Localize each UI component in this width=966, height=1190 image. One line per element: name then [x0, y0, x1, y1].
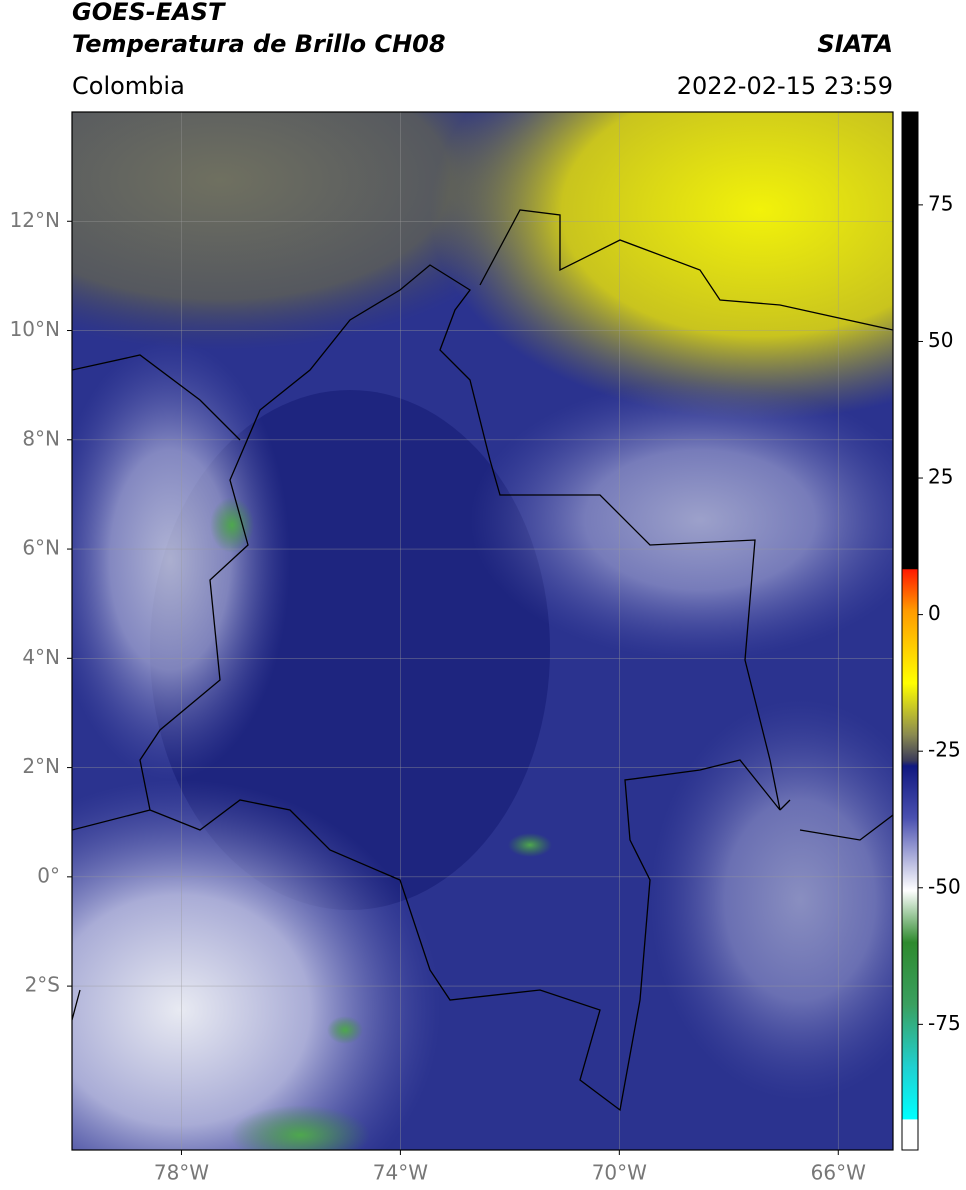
lon-tick-label: 66°W	[811, 1161, 866, 1185]
colorbar	[901, 111, 919, 1151]
source: SIATA	[817, 30, 893, 58]
colorbar-tick-label: -75	[928, 1011, 961, 1035]
lon-tick-label: 70°W	[592, 1161, 647, 1185]
colorbar-tick-label: -50	[928, 874, 961, 898]
colombia-border	[139, 264, 781, 1112]
coastline	[72, 354, 241, 441]
lat-tick-label: 12°N	[10, 208, 60, 232]
coastline	[72, 799, 893, 1021]
lat-tick-label: 0°	[37, 863, 60, 887]
subtitle: Temperatura de Brillo CH08	[72, 30, 446, 58]
colorbar-tick-label: 50	[928, 328, 953, 352]
datetime: 2022-02-15 23:59	[677, 72, 893, 100]
lat-tick-label: 2°S	[25, 973, 60, 997]
lon-tick-label: 74°W	[373, 1161, 428, 1185]
lat-tick-label: 2°N	[22, 754, 60, 778]
title: GOES-EAST	[72, 0, 226, 26]
colorbar-tick-label: -25	[928, 738, 961, 762]
lat-tick-label: 4°N	[22, 645, 60, 669]
colorbar-tick-label: 25	[928, 465, 953, 489]
lat-tick-label: 8°N	[22, 426, 60, 450]
lat-tick-label: 10°N	[10, 317, 60, 341]
lat-tick-label: 6°N	[22, 536, 60, 560]
map-frame	[71, 111, 894, 1151]
region: Colombia	[72, 72, 185, 100]
colorbar-tick-label: 75	[928, 191, 953, 215]
colorbar-tick-label: 0	[928, 601, 941, 625]
lon-tick-label: 78°W	[154, 1161, 209, 1185]
coastline	[479, 209, 893, 331]
